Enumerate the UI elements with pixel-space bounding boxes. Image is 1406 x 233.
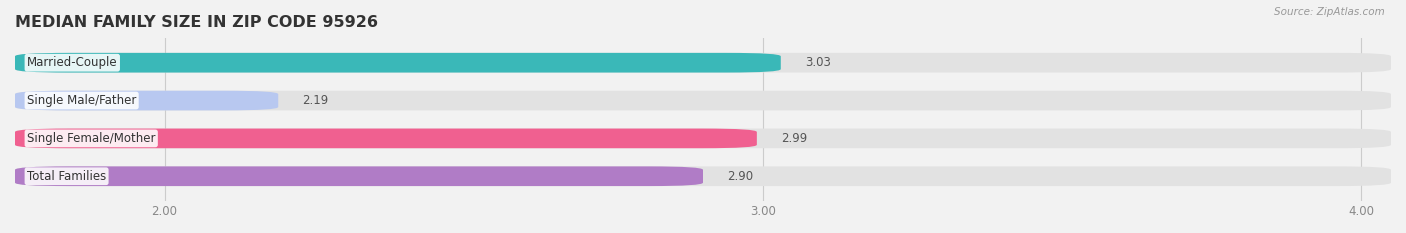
- FancyBboxPatch shape: [15, 166, 1391, 186]
- FancyBboxPatch shape: [15, 53, 1391, 72]
- Text: Source: ZipAtlas.com: Source: ZipAtlas.com: [1274, 7, 1385, 17]
- Text: Single Male/Father: Single Male/Father: [27, 94, 136, 107]
- Text: Total Families: Total Families: [27, 170, 107, 183]
- FancyBboxPatch shape: [15, 166, 703, 186]
- Text: MEDIAN FAMILY SIZE IN ZIP CODE 95926: MEDIAN FAMILY SIZE IN ZIP CODE 95926: [15, 15, 378, 30]
- FancyBboxPatch shape: [15, 129, 1391, 148]
- Text: Married-Couple: Married-Couple: [27, 56, 118, 69]
- Text: 2.19: 2.19: [302, 94, 329, 107]
- Text: 3.03: 3.03: [804, 56, 831, 69]
- Text: 2.90: 2.90: [727, 170, 754, 183]
- FancyBboxPatch shape: [15, 129, 756, 148]
- FancyBboxPatch shape: [15, 91, 1391, 110]
- FancyBboxPatch shape: [15, 53, 780, 72]
- Text: 2.99: 2.99: [780, 132, 807, 145]
- Text: Single Female/Mother: Single Female/Mother: [27, 132, 156, 145]
- FancyBboxPatch shape: [15, 91, 278, 110]
